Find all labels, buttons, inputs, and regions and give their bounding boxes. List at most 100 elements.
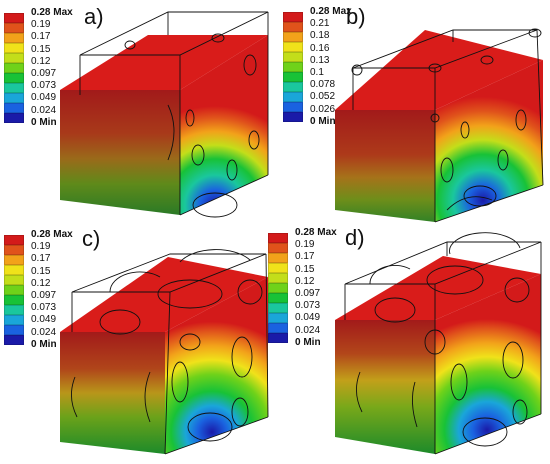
legend-swatch (268, 252, 288, 264)
legend-tick-label: 0.15 (31, 43, 51, 55)
legend-tick-label: 0.12 (295, 275, 315, 287)
legend-swatch (283, 81, 303, 93)
legend-swatch (4, 254, 24, 266)
legend-swatch (4, 13, 24, 24)
legend-swatch (4, 52, 24, 64)
right-face (435, 274, 541, 454)
legend-swatch (268, 233, 288, 244)
simulation-panel-c (0, 232, 275, 464)
legend-max-label: 0.28 Max (31, 229, 73, 240)
legend-min-label: 0 Min (31, 116, 57, 128)
wireframe (71, 249, 269, 455)
top-face (335, 256, 541, 320)
legend-min-label: 0 Min (310, 115, 336, 127)
legend-swatch (268, 312, 288, 324)
legend-tick-label: 0.15 (31, 265, 51, 277)
top-face (60, 257, 268, 332)
legend-swatch (283, 71, 303, 83)
legend-tick-label: 0.049 (31, 314, 57, 326)
legend-tick-label: 0.078 (310, 79, 336, 91)
legend-swatch (268, 282, 288, 294)
legend-tick-label: 0.097 (295, 288, 321, 299)
fem-cube-b (335, 28, 544, 223)
legend-d: 0.28 Max 0.19 0.17 0.15 0.12 0.097 0.073 0.049 0… (268, 227, 348, 356)
legend-b: 0.28 Max 0.21 0.18 0.16 0.13 0.1 0.078 0.052 0.0… (283, 6, 363, 135)
legend-a: 0.28 Max 0.19 0.17 0.15 0.12 0.097 0.073 0.049 0… (4, 8, 84, 136)
legend-swatch (4, 324, 24, 336)
legend-tick-label: 0.073 (31, 302, 57, 314)
panel-label-d: d) (345, 225, 365, 250)
legend-tick-label: 0.052 (310, 91, 336, 103)
legend-tick-label: 0.19 (295, 239, 315, 251)
legend-tick-label: 0.19 (31, 19, 51, 31)
legend-tick-label: 0.049 (295, 312, 321, 324)
fem-cube-a (60, 11, 269, 218)
legend-max-label: 0.28 Max (310, 6, 352, 17)
simulation-panel-a (0, 0, 275, 232)
legend-swatch (4, 92, 24, 104)
front-face (335, 320, 435, 454)
legend-swatch (4, 62, 24, 74)
simulation-panel-b (275, 0, 550, 232)
legend-tick-label: 0.1 (310, 67, 324, 78)
legend-swatch (4, 334, 24, 346)
legend-swatch (4, 304, 24, 316)
legend-swatch (4, 284, 24, 296)
right-face (165, 277, 268, 454)
legend-swatch (283, 101, 303, 113)
legend-tick-label: 0.18 (310, 30, 330, 42)
panel-label-c: c) (82, 226, 101, 251)
legend-swatch (268, 302, 288, 314)
legend-swatch (283, 61, 303, 73)
legend-swatch (268, 292, 288, 304)
legend-max-label: 0.28 Max (295, 227, 337, 238)
legend-min-label: 0 Min (31, 338, 57, 350)
legend-swatch (4, 264, 24, 276)
legend-swatch (4, 112, 24, 124)
front-face (60, 332, 165, 454)
legend-tick-label: 0.073 (31, 80, 57, 92)
legend-tick-label: 0.15 (295, 263, 315, 275)
front-face (60, 90, 180, 215)
legend-tick-label: 0.21 (310, 18, 330, 30)
legend-tick-label: 0.024 (31, 104, 57, 116)
legend-swatch (4, 244, 24, 256)
simulation-panel-d (275, 232, 550, 464)
legend-tick-label: 0.17 (295, 251, 315, 263)
legend-tick-label: 0.024 (31, 326, 57, 338)
legend-tick-label: 0.17 (31, 253, 51, 265)
legend-swatch (4, 235, 24, 246)
legend-tick-label: 0.097 (31, 68, 57, 79)
wireframe (344, 232, 542, 455)
legend-swatch (4, 22, 24, 34)
legend-tick-label: 0.097 (31, 290, 57, 301)
legend-swatch (268, 242, 288, 254)
legend-tick-label: 0.19 (31, 241, 51, 253)
legend-swatch (268, 262, 288, 274)
legend-swatch (268, 272, 288, 284)
legend-swatch (268, 322, 288, 334)
legend-c: 0.28 Max 0.19 0.17 0.15 0.12 0.097 0.073 0.049 0… (4, 229, 84, 358)
fem-cube-d (335, 232, 542, 455)
wireframe (79, 11, 269, 218)
right-face (435, 60, 543, 222)
legend-tick-label: 0.12 (31, 55, 51, 67)
legend-min-label: 0 Min (295, 336, 321, 348)
legend-swatch (268, 332, 288, 344)
legend-tick-label: 0.16 (310, 42, 330, 54)
legend-swatch (283, 91, 303, 103)
legend-swatch (283, 41, 303, 53)
legend-tick-label: 0.024 (295, 324, 321, 336)
legend-swatch (283, 31, 303, 43)
top-face (60, 35, 268, 90)
panel-label-a: a) (84, 4, 104, 29)
legend-swatch (4, 82, 24, 94)
legend-tick-label: 0.17 (31, 31, 51, 43)
wireframe (351, 28, 544, 223)
legend-swatch (283, 12, 303, 23)
legend-swatch (4, 314, 24, 326)
front-face (335, 110, 435, 222)
fem-cube-c (60, 249, 269, 455)
legend-swatch (4, 72, 24, 84)
legend-swatch (283, 111, 303, 123)
